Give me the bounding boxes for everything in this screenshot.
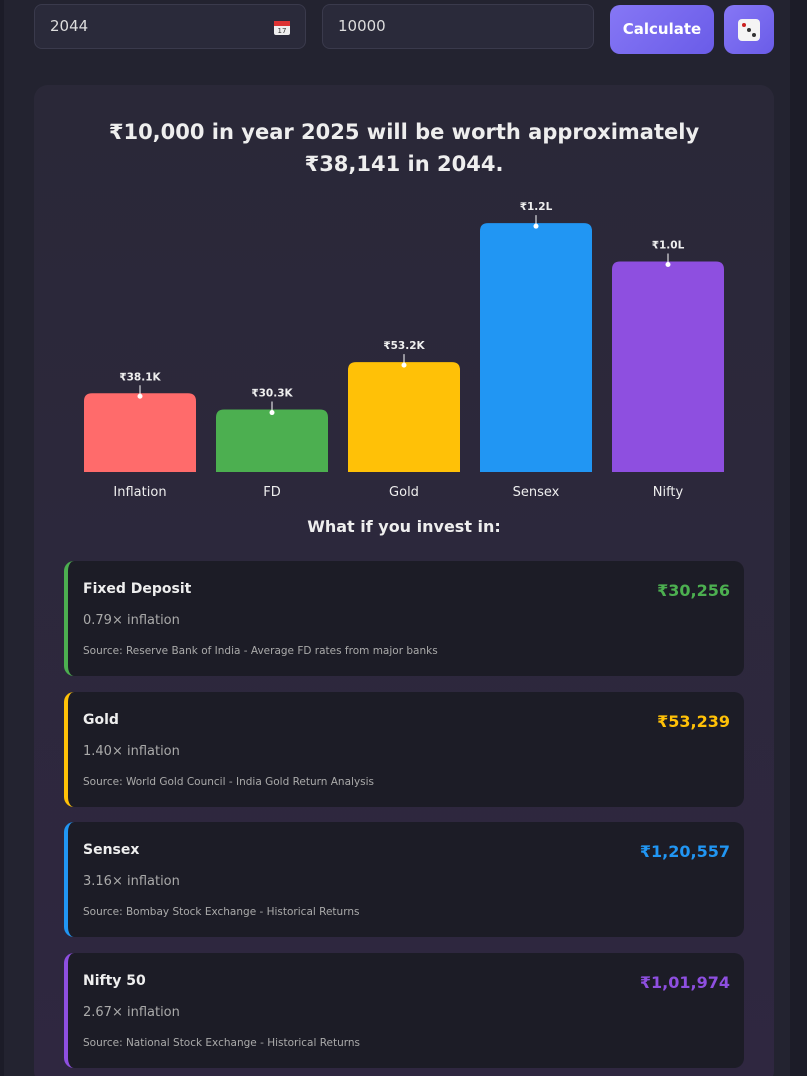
label-dot xyxy=(401,362,407,368)
value-label: ₹1.2L xyxy=(520,201,553,213)
card-source: Source: World Gold Council - India Gold … xyxy=(83,775,375,788)
value-label: ₹1.0L xyxy=(652,240,685,252)
label-dot xyxy=(137,393,143,399)
random-button[interactable] xyxy=(724,5,774,54)
result-text: ₹10,000 in year 2025 will be worth appro… xyxy=(108,120,700,176)
bar xyxy=(216,409,328,472)
card-name: Fixed Deposit xyxy=(83,581,192,597)
value-label: ₹30.3K xyxy=(251,388,293,400)
bar xyxy=(348,362,460,472)
category-label: Nifty xyxy=(653,485,684,500)
card-name: Sensex xyxy=(83,842,140,858)
year-input[interactable]: 2044 17 xyxy=(34,4,306,49)
category-label: FD xyxy=(263,485,281,500)
calculate-button[interactable]: Calculate xyxy=(610,5,714,54)
label-dot xyxy=(269,410,275,416)
bar xyxy=(84,393,196,472)
card-name: Nifty 50 xyxy=(83,972,146,989)
investment-card: Nifty 50 2.67× inflation Source: National … xyxy=(64,952,744,1068)
card-value: ₹1,20,557 xyxy=(639,842,730,861)
bar xyxy=(480,223,592,472)
section-title: What if you invest in: xyxy=(307,517,501,536)
amount-value: 10000 xyxy=(338,17,386,35)
card-ratio: 0.79× inflation xyxy=(83,613,180,628)
amount-input[interactable]: 10000 xyxy=(322,4,594,49)
category-label: Inflation xyxy=(113,485,166,500)
bar xyxy=(612,261,724,472)
investment-card: Gold 1.40× inflation Source: World Gold Co… xyxy=(64,691,744,807)
investment-card: Sensex 3.16× inflation Source: Bombay Stoc… xyxy=(64,822,744,937)
card-value: ₹30,256 xyxy=(657,581,730,600)
card-name: Gold xyxy=(83,711,119,728)
value-label: ₹38.1K xyxy=(119,371,161,383)
category-label: Sensex xyxy=(513,485,560,500)
card-source: Source: Reserve Bank of India - Average … xyxy=(83,645,438,657)
card-ratio: 2.67× inflation xyxy=(83,1004,180,1020)
calendar-icon: 17 xyxy=(274,21,290,35)
card-ratio: 1.40× inflation xyxy=(83,743,180,759)
chart: ₹38.1K Inflation ₹30.3K FD ₹53.2K Gold ₹1.2L Se… xyxy=(84,201,724,500)
label-dot xyxy=(665,262,671,268)
card-value: ₹53,239 xyxy=(657,711,730,731)
card-value: ₹1,01,974 xyxy=(639,972,730,992)
year-value: 2044 xyxy=(50,17,89,35)
investment-card: Fixed Deposit 0.79× inflation Source: Rese… xyxy=(64,561,744,676)
category-label: Gold xyxy=(389,485,419,500)
value-label: ₹53.2K xyxy=(383,340,425,352)
card-source: Source: National Stock Exchange - Histor… xyxy=(83,1036,361,1049)
dice-icon xyxy=(738,19,760,41)
label-dot xyxy=(533,223,539,229)
card-ratio: 3.16× inflation xyxy=(83,874,180,889)
svg-text:17: 17 xyxy=(278,27,287,35)
card-source: Source: Bombay Stock Exchange - Historic… xyxy=(83,906,360,918)
